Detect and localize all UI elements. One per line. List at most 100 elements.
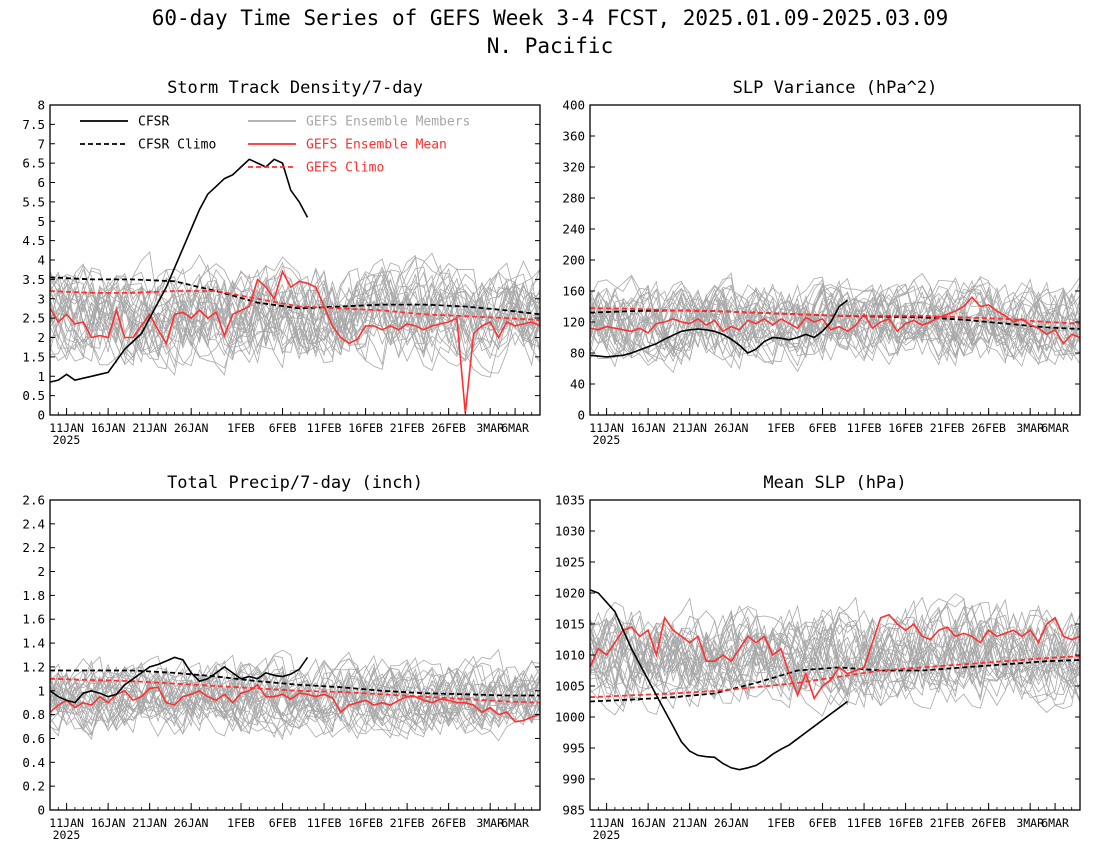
y-tick-label: 0.6 — [22, 731, 45, 746]
ensemble-member-line — [50, 664, 540, 735]
x-tick-label: 6MAR — [1041, 816, 1069, 830]
ensemble-member-line — [590, 598, 1080, 704]
ensemble-member-line — [590, 602, 1080, 700]
x-tick-label: 26JAN — [174, 421, 209, 435]
y-tick-label: 360 — [562, 129, 585, 144]
legend-cfsr-label: CFSR — [138, 115, 169, 130]
y-tick-label: 1020 — [555, 586, 585, 601]
y-tick-label: 6 — [37, 175, 45, 190]
x-tick-label: 26JAN — [714, 816, 749, 830]
y-tick-label: 0.2 — [22, 779, 45, 794]
ensemble-member-line — [50, 256, 540, 364]
y-tick-label: 3 — [37, 291, 45, 306]
y-tick-label: 1 — [37, 683, 45, 698]
y-tick-label: 280 — [562, 191, 585, 206]
ensemble-member-line — [590, 615, 1080, 706]
x-tick-label: 26JAN — [174, 816, 209, 830]
cfsr-line — [50, 656, 309, 704]
y-tick-label: 1015 — [555, 617, 585, 632]
x-tick-label: 11JAN — [589, 816, 624, 830]
x-tick-label: 26FEB — [431, 421, 466, 435]
ensemble-member-line — [590, 286, 1080, 362]
x-tick-label: 26FEB — [431, 816, 466, 830]
x-tick-label: 3MAR — [1016, 421, 1044, 435]
x-tick-label: 11FEB — [307, 421, 342, 435]
y-tick-label: 1.2 — [22, 659, 45, 674]
y-tick-label: 40 — [570, 377, 585, 392]
y-tick-label: 7 — [37, 136, 45, 151]
ensemble-member-line — [590, 277, 1080, 362]
y-tick-label: 1000 — [555, 710, 585, 725]
legend-ens-mean-label: GEFS Ensemble Mean — [306, 138, 447, 153]
y-tick-label: 0.8 — [22, 707, 45, 722]
x-tick-label: 16JAN — [631, 421, 666, 435]
x-tick-label: 21JAN — [132, 421, 167, 435]
y-tick-label: 2.6 — [22, 493, 45, 508]
cfsr-climo-line — [50, 669, 540, 697]
y-tick-label: 1025 — [555, 555, 585, 570]
ensemble-member-line — [590, 605, 1080, 707]
ensemble-member-line — [590, 628, 1080, 717]
ensemble-member-line — [50, 660, 540, 741]
y-tick-label: 1010 — [555, 648, 585, 663]
y-tick-label: 990 — [562, 772, 585, 787]
y-tick-label: 240 — [562, 222, 585, 237]
x-tick-label: 26FEB — [971, 816, 1006, 830]
y-tick-label: 995 — [562, 741, 585, 756]
ensemble-member-line — [50, 666, 540, 736]
ensemble-member-line — [590, 276, 1080, 363]
x-tick-label: 16FEB — [348, 816, 383, 830]
ensemble-member-line — [590, 279, 1080, 356]
ensemble-member-line — [590, 276, 1080, 357]
x-tick-label: 6FEB — [809, 421, 837, 435]
x-year-label: 2025 — [593, 828, 621, 842]
ensemble-member-line — [590, 596, 1080, 694]
legend-cfsr-climo-label: CFSR Climo — [138, 138, 216, 153]
ensemble-member-line — [50, 661, 540, 733]
x-tick-label: 11FEB — [847, 816, 882, 830]
ensemble-member-line — [590, 597, 1080, 688]
plot-area — [50, 158, 540, 414]
x-tick-label: 26FEB — [971, 421, 1006, 435]
cfsr-line — [590, 299, 848, 358]
y-tick-label: 0 — [37, 408, 45, 423]
panel-3: 0 0.2 0.4 0.6 0.8 1 1.2 1.4 1.6 1.8 2 2.2 2.4 2.6 11JA… — [22, 473, 541, 842]
figure-title: 60-day Time Series of GEFS Week 3-4 FCST… — [151, 6, 949, 30]
x-tick-label: 16JAN — [91, 816, 126, 830]
gefs-climo-line — [590, 655, 1080, 699]
y-tick-label: 1.6 — [22, 612, 45, 627]
ensemble-member-line — [590, 274, 1080, 367]
x-year-label: 2025 — [53, 828, 81, 842]
x-tick-label: 21JAN — [672, 421, 707, 435]
panel-title: Mean SLP (hPa) — [763, 473, 906, 493]
x-tick-label: 6FEB — [269, 421, 297, 435]
ensemble-member-line — [50, 263, 540, 365]
x-tick-label: 16FEB — [348, 421, 383, 435]
x-tick-label: 6MAR — [501, 421, 529, 435]
ensemble-member-line — [50, 271, 540, 361]
ensemble-member-line — [590, 278, 1080, 363]
x-tick-label: 16FEB — [888, 816, 923, 830]
y-tick-label: 320 — [562, 160, 585, 175]
y-tick-label: 985 — [562, 803, 585, 818]
x-tick-label: 16JAN — [91, 421, 126, 435]
ensemble-member-line — [50, 271, 540, 370]
y-tick-label: 0 — [577, 408, 585, 423]
ensemble-member-line — [590, 612, 1080, 715]
y-tick-label: 0 — [37, 803, 45, 818]
x-tick-label: 1FEB — [767, 816, 795, 830]
ensemble-member-line — [50, 658, 540, 732]
x-tick-label: 6MAR — [501, 816, 529, 830]
ensemble-member-line — [590, 609, 1080, 702]
plot-area — [590, 272, 1080, 374]
x-tick-label: 6FEB — [269, 816, 297, 830]
y-tick-label: 6.5 — [22, 156, 45, 171]
y-tick-label: 7.5 — [22, 117, 45, 132]
legend-gefs-climo-label: GEFS Climo — [306, 161, 384, 176]
x-tick-label: 1FEB — [227, 816, 255, 830]
plot-frame — [49, 499, 541, 811]
panel-title: Storm Track Density/7-day — [167, 78, 423, 98]
cfsr-line — [590, 589, 848, 771]
y-tick-label: 2 — [37, 564, 45, 579]
